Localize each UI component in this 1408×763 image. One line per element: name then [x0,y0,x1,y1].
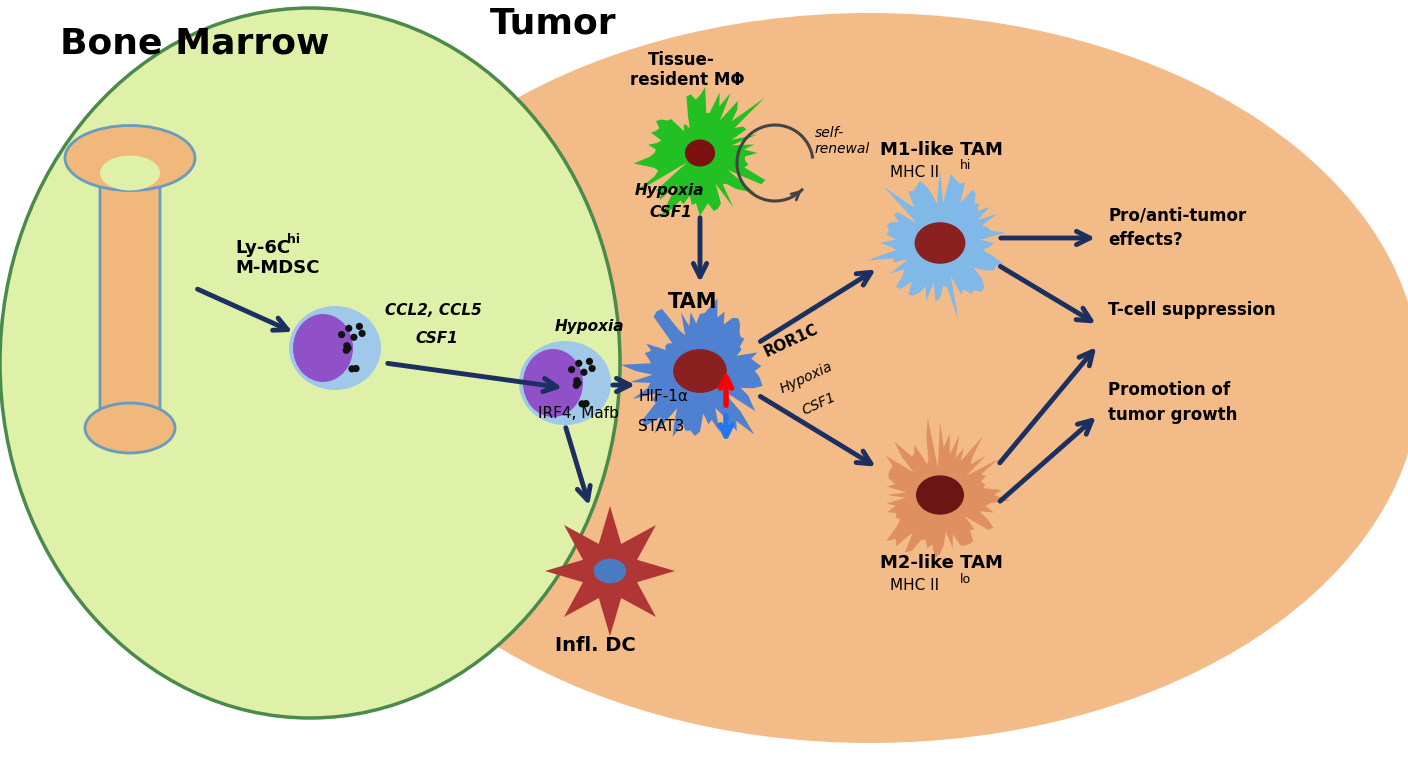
Text: ROR1C: ROR1C [762,322,821,360]
Text: self-
renewal: self- renewal [815,126,870,156]
Ellipse shape [84,403,175,453]
Ellipse shape [0,8,620,718]
Text: Bone Marrow: Bone Marrow [61,26,329,60]
Circle shape [589,365,596,372]
Circle shape [576,359,583,367]
Circle shape [573,377,580,385]
Circle shape [586,358,593,365]
Ellipse shape [100,156,161,191]
Ellipse shape [65,125,194,191]
Text: M-MDSC: M-MDSC [235,259,320,277]
Ellipse shape [684,140,715,166]
Text: M1-like TAM: M1-like TAM [880,141,1002,159]
Text: CSF1: CSF1 [649,205,691,220]
Text: Tissue-: Tissue- [648,51,715,69]
Text: HIF-1α: HIF-1α [638,389,689,404]
Circle shape [583,400,590,407]
Circle shape [342,346,349,354]
Ellipse shape [289,306,382,390]
Text: CSF1: CSF1 [800,390,838,418]
Text: hi: hi [287,233,300,246]
Text: TAM: TAM [667,292,718,312]
Text: STAT3: STAT3 [638,419,684,434]
Polygon shape [886,417,1010,558]
Circle shape [356,323,363,330]
Ellipse shape [522,349,583,417]
Text: Hypoxia: Hypoxia [779,359,835,396]
Text: MHC II: MHC II [890,165,939,180]
Ellipse shape [917,475,964,515]
Text: IRF4, Mafb: IRF4, Mafb [538,406,620,421]
Circle shape [344,342,351,349]
Ellipse shape [320,13,1408,743]
Text: MHC II: MHC II [890,578,939,593]
Circle shape [351,333,358,341]
Text: Promotion of: Promotion of [1108,381,1231,399]
Circle shape [580,369,587,376]
Circle shape [574,379,582,387]
Text: Hypoxia: Hypoxia [555,319,625,334]
Text: tumor growth: tumor growth [1108,406,1238,424]
Circle shape [345,344,352,352]
Ellipse shape [673,349,727,393]
Text: effects?: effects? [1108,231,1183,249]
Ellipse shape [293,314,353,382]
Polygon shape [866,169,1005,320]
Text: Hypoxia: Hypoxia [635,183,704,198]
Text: T-cell suppression: T-cell suppression [1108,301,1276,319]
Circle shape [352,365,359,372]
Text: CCL2, CCL5: CCL2, CCL5 [384,303,482,318]
Circle shape [573,382,580,389]
Circle shape [338,331,345,338]
Text: Ly-6C: Ly-6C [235,239,290,257]
Text: hi: hi [960,159,972,172]
Polygon shape [545,506,674,636]
Ellipse shape [915,222,966,264]
Ellipse shape [594,559,627,584]
FancyBboxPatch shape [100,165,161,441]
Circle shape [567,366,576,373]
Circle shape [359,330,366,337]
Text: resident MΦ: resident MΦ [629,71,745,89]
Text: Tumor: Tumor [490,6,617,40]
Circle shape [579,401,586,407]
Ellipse shape [520,341,611,425]
Text: Infl. DC: Infl. DC [555,636,636,655]
Text: M2-like TAM: M2-like TAM [880,554,1002,572]
Text: CSF1: CSF1 [415,331,458,346]
Circle shape [345,325,352,332]
Circle shape [348,365,356,372]
Polygon shape [621,298,763,437]
Text: Pro/anti-tumor: Pro/anti-tumor [1108,206,1246,224]
Text: lo: lo [960,573,972,586]
Polygon shape [634,87,766,218]
